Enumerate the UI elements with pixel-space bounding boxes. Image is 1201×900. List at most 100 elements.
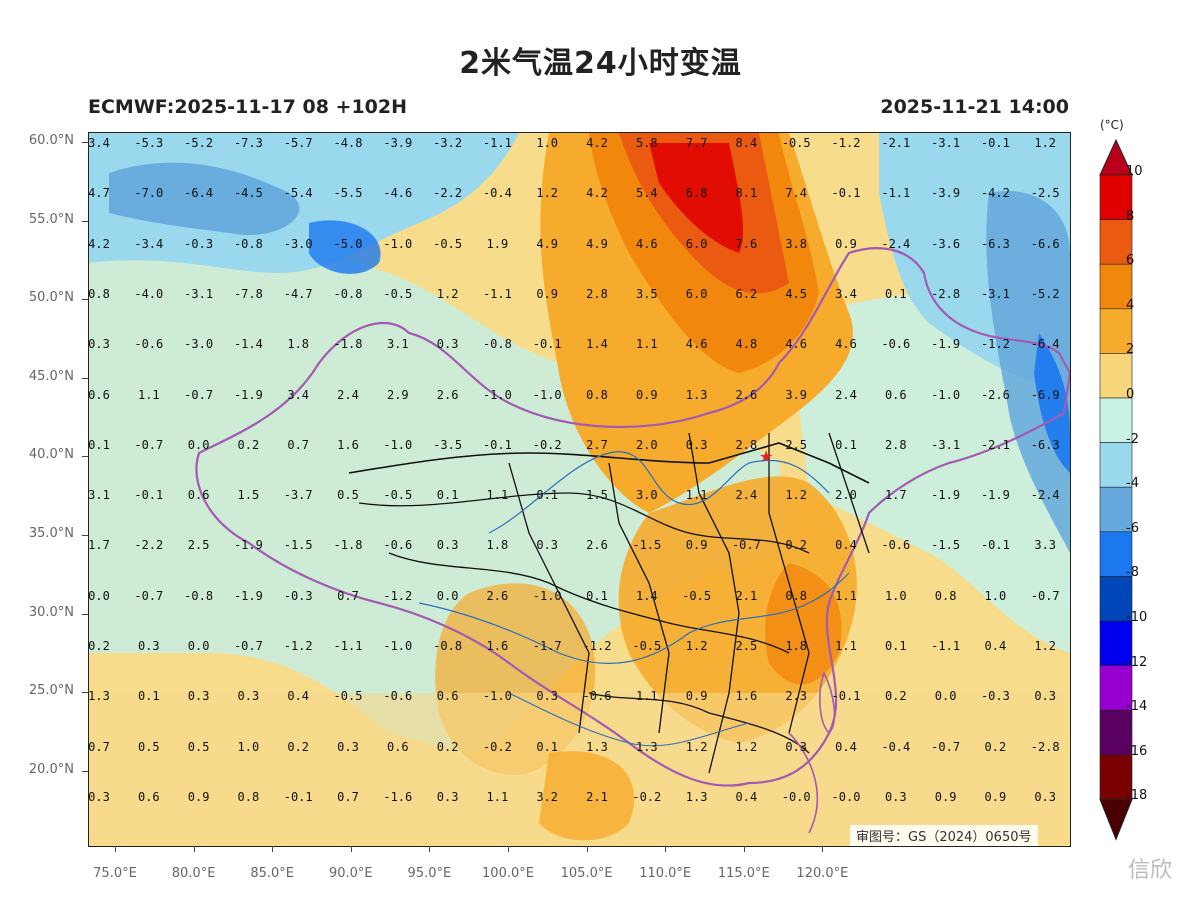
grid-value: -1.0 [383,639,413,653]
valid-time: 2025-11-21 14:00 [880,96,1069,118]
colorbar-label: -2 [1126,431,1139,447]
temperature-change-map: 3.4 -5.3 -5.2 -7.3 -5.7 -4.8 -3.9 -3.2 -1.1 1.0 4.… [88,132,1071,847]
grid-value: 1.2 [785,488,808,503]
grid-value: 0.8 [586,387,608,402]
grid-value: 3.1 [88,488,110,503]
grid-value: -1.5 [632,538,662,553]
grid-value: 1.2 [436,286,459,301]
map-title: 2米气温24小时变温 [459,46,742,81]
grid-value: -1.5 [283,538,313,553]
grid-value: -1.6 [383,789,413,804]
grid-value: -1.1 [881,186,911,201]
grid-value: 2.3 [785,689,808,704]
temperature-field [89,133,1070,846]
grid-value: -1.0 [383,437,413,452]
latitude-label: 25.0°N [28,683,74,699]
grid-value: -7.0 [134,186,164,201]
grid-value: 1.1 [635,337,658,352]
province-border-3 [388,552,790,654]
grid-value: 2.6 [735,387,758,402]
grid-value: 0.3 [88,337,110,352]
grid-value: -0.1 [283,789,313,804]
grid-value: 2.8 [735,437,758,452]
longitude-label: 95.0°E [407,866,452,881]
grid-value: 4.5 [785,286,808,301]
grid-value: -3.1 [931,437,961,452]
grid-value: -3.1 [931,136,961,150]
colorbar-label: -8 [1126,565,1139,581]
colorbar [1099,138,1133,841]
grid-value: -1.9 [233,387,263,402]
grid-value: -7.3 [233,136,263,150]
colorbar-label: 4 [1126,297,1135,313]
grid-value: 1.4 [586,337,608,352]
grid-value: 4.9 [586,236,608,251]
grid-value: 0.7 [337,588,359,603]
province-border-1 [348,442,870,484]
grid-value: 0.4 [735,789,758,804]
grid-value: -0.4 [482,186,512,201]
province-border-4 [508,462,590,734]
grid-value: -6.3 [1030,437,1060,452]
grid-value: 0.2 [785,538,808,553]
grid-value: -6.9 [1030,387,1060,402]
grid-value: -6.3 [980,236,1010,251]
field-cool-zone [89,189,789,753]
grid-value: 1.1 [486,789,509,804]
grid-value: 3.5 [635,286,658,301]
longitude-label: 120.0°E [796,866,849,881]
colorbar-label: 10 [1126,164,1143,179]
grid-value: -1.2 [582,639,612,653]
grid-value: 0.7 [337,789,359,804]
grid-value: -0.6 [134,337,164,352]
grid-value: -0.5 [781,136,811,150]
grid-value: 0.8 [237,789,260,804]
colorbar-label: -10 [1126,610,1148,625]
grid-value: -2.5 [1030,186,1060,201]
grid-value: 2.6 [586,538,608,553]
grid-value: 6.0 [685,236,708,251]
grid-value: -1.8 [333,538,363,553]
grid-value: 1.2 [1034,136,1057,150]
grid-value: 4.6 [835,337,857,352]
grid-value: -0.8 [184,588,214,603]
latitude-tick [82,535,88,536]
grid-value: 0.0 [187,437,210,452]
latitude-tick [82,613,88,615]
grid-value: 3.4 [835,286,857,301]
province-border-8 [828,432,870,554]
grid-value: -7.8 [233,286,263,301]
grid-value: 4.2 [586,136,608,150]
latitude-label: 40.0°N [28,447,74,463]
grid-value: 0.0 [436,588,459,603]
longitude-tick [822,846,824,852]
grid-value: 3.0 [635,488,658,503]
grid-value: 1.3 [586,739,608,754]
colorbar-label: -14 [1126,699,1148,715]
grid-value: -3.1 [980,286,1010,301]
grid-value: -1.0 [383,236,413,251]
field-warm-s [539,751,635,841]
grid-value: -0.6 [383,689,413,704]
field-coldest-ne [1034,333,1070,473]
grid-value: 2.4 [337,387,359,402]
grid-value: -0.7 [731,538,761,553]
grid-value: 0.9 [685,538,708,553]
grid-value: 5.4 [635,186,658,201]
latitude-label: 45.0°N [28,368,74,384]
grid-value: -1.9 [931,488,961,503]
grid-value: -1.2 [980,337,1010,352]
grid-value: 7.7 [685,136,708,150]
grid-value: -1.9 [931,337,961,352]
grid-value: -1.1 [931,639,961,653]
grid-value: 0.5 [137,739,160,754]
grid-value: 1.3 [635,739,658,754]
longitude-label: 110.0°E [639,866,692,881]
grid-value: -4.8 [333,136,363,150]
grid-value: 8.4 [735,136,758,150]
grid-value: 1.1 [835,588,857,603]
grid-value: -0.6 [881,337,911,352]
grid-value: 0.0 [88,588,110,603]
colorbar-label: -4 [1126,476,1139,492]
grid-value: -3.1 [184,286,214,301]
